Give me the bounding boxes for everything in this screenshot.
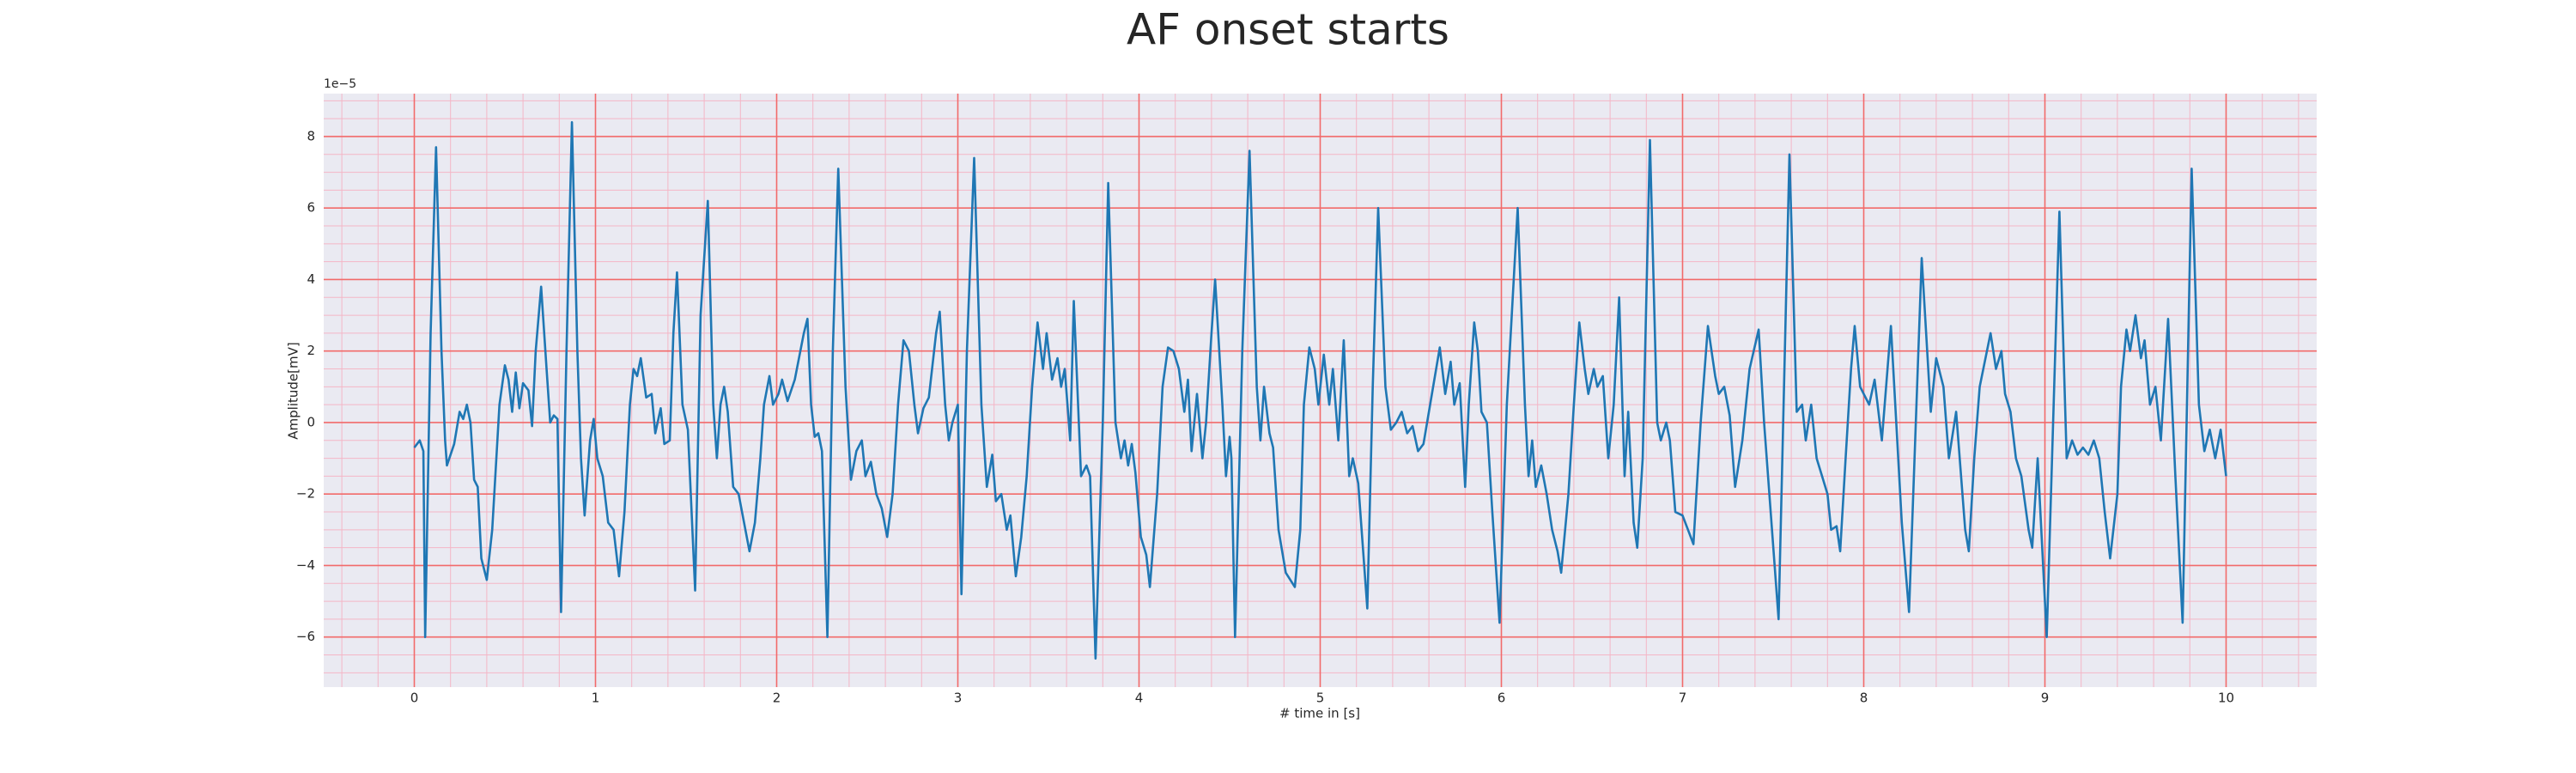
y-tick-label: 8 xyxy=(307,128,315,143)
y-tick-label: 0 xyxy=(307,414,315,429)
x-tick-label: 0 xyxy=(410,691,419,706)
x-tick-label: 6 xyxy=(1498,691,1506,706)
x-axis-label: # time in [s] xyxy=(1279,706,1360,721)
x-tick-label: 7 xyxy=(1679,691,1687,706)
x-tick-label: 3 xyxy=(954,691,963,706)
x-tick-label: 5 xyxy=(1316,691,1325,706)
y-tick-label: −2 xyxy=(296,486,315,502)
y-tick-label: −4 xyxy=(296,557,315,573)
x-tick-label: 1 xyxy=(592,691,600,706)
y-tick-label: 6 xyxy=(307,200,315,216)
labels: 0 1 2 3 4 5 6 7 8 9 10 −6 −4 −2 0 2 4 6 8 xyxy=(296,128,2234,705)
x-tick-label: 9 xyxy=(2041,691,2050,706)
y-tick-label: −6 xyxy=(296,629,315,644)
y-offset-label: 1e−5 xyxy=(324,77,356,91)
x-tick-label: 2 xyxy=(773,691,781,706)
y-axis-label: Amplitude[mV] xyxy=(286,342,301,439)
signal-line xyxy=(413,121,2227,660)
chart-title: AF onset starts xyxy=(1127,5,1449,55)
y-tick-label: 4 xyxy=(307,271,315,287)
y-tick-label: 2 xyxy=(307,343,315,358)
x-tick-label: 10 xyxy=(2218,691,2234,706)
x-tick-label: 4 xyxy=(1135,691,1144,706)
marks xyxy=(413,121,2227,660)
x-tick-label: 8 xyxy=(1860,691,1868,706)
